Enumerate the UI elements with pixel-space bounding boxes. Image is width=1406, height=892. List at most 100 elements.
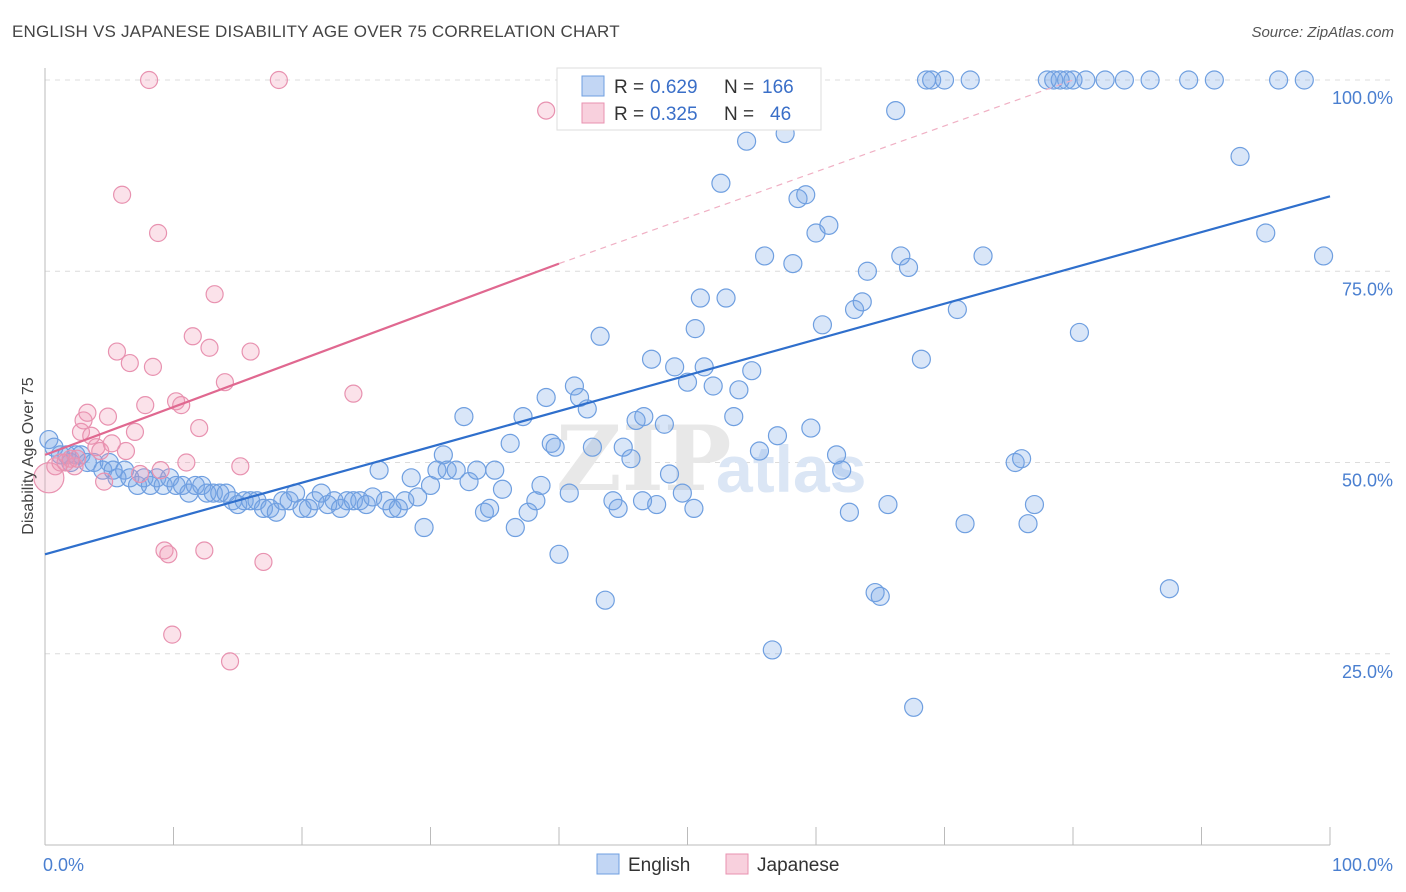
english-point	[852, 292, 872, 312]
english-point	[1011, 449, 1032, 469]
series-legend: English Japanese	[596, 853, 839, 876]
english-point	[1256, 223, 1276, 243]
english-point	[536, 387, 556, 408]
watermark-atlas: atlas	[716, 432, 866, 506]
english-point	[608, 498, 628, 518]
english-point	[433, 445, 453, 465]
x-tick-label: 100.0%	[1332, 855, 1393, 875]
english-point	[518, 502, 538, 522]
english-point	[857, 261, 878, 281]
english-point	[459, 472, 479, 492]
english-point	[767, 426, 788, 446]
english-point	[878, 494, 898, 515]
japanese-point	[143, 357, 163, 376]
english-point	[480, 498, 500, 518]
stats-swatch-japanese	[581, 102, 605, 124]
english-point	[1204, 70, 1224, 90]
english-point	[590, 326, 610, 346]
watermark-zip: ZIP	[556, 406, 731, 512]
english-point	[559, 483, 579, 503]
y-tick-label: 25.0%	[1342, 662, 1393, 682]
english-point	[1024, 494, 1045, 515]
english-point	[762, 640, 782, 660]
english-point	[500, 433, 520, 453]
japanese-trend-line	[44, 262, 560, 456]
japanese-point	[130, 464, 150, 484]
english-point	[898, 257, 919, 278]
english-point	[401, 468, 421, 488]
stats-r-label-japanese: R =	[614, 104, 644, 125]
english-point	[690, 288, 710, 308]
english-point	[911, 349, 931, 369]
english-point	[647, 494, 667, 515]
english-point	[467, 460, 487, 480]
english-point	[1313, 246, 1334, 266]
english-point	[665, 357, 685, 377]
stats-r-label-english: R =	[614, 77, 644, 98]
english-point	[1095, 70, 1115, 90]
y-axis-title: Disability Age Over 75	[20, 377, 37, 535]
japanese-point	[177, 453, 196, 472]
japanese-point	[102, 434, 121, 453]
english-point	[632, 491, 653, 511]
japanese-point	[190, 418, 209, 438]
japanese-point	[120, 353, 139, 373]
stats-r-value-english: 0.629	[650, 77, 698, 98]
english-point	[526, 491, 546, 511]
english-point	[492, 479, 513, 499]
english-point	[947, 299, 967, 320]
english-point	[513, 407, 533, 427]
chart-title: ENGLISH VS JAPANESE DISABILITY AGE OVER …	[12, 22, 620, 41]
english-point	[1018, 514, 1038, 534]
english-point	[356, 494, 376, 515]
english-point	[446, 460, 466, 480]
watermark: ZIP atlas	[556, 406, 866, 512]
english-point	[1140, 70, 1160, 90]
japanese-point	[231, 457, 250, 476]
japanese-points	[33, 70, 556, 671]
stats-legend-box	[556, 67, 822, 131]
english-point	[1114, 70, 1135, 90]
english-point	[1179, 70, 1199, 90]
english-trend-line	[44, 195, 1331, 556]
legend-label-english: English	[628, 855, 690, 876]
y-tick-label: 75.0%	[1342, 279, 1393, 299]
japanese-point	[537, 101, 556, 120]
english-point	[742, 361, 762, 381]
y-tick-label: 100.0%	[1332, 88, 1393, 108]
japanese-point	[163, 625, 182, 644]
japanese-point	[68, 449, 87, 468]
japanese-trend-extension	[558, 79, 1074, 265]
stats-swatch-english	[581, 75, 605, 97]
english-point	[973, 246, 993, 266]
japanese-point	[98, 407, 118, 426]
english-point	[1056, 70, 1077, 90]
english-point	[343, 491, 363, 511]
japanese-point	[195, 541, 214, 560]
english-point	[796, 185, 816, 205]
english-point	[659, 464, 680, 484]
english-point	[363, 487, 383, 507]
english-point	[474, 502, 495, 522]
japanese-point	[269, 70, 288, 90]
stats-n-value-japanese: 46	[770, 104, 791, 125]
english-point	[1294, 70, 1314, 90]
japanese-point	[112, 185, 132, 204]
english-point	[711, 173, 731, 193]
legend-swatch-japanese	[725, 853, 749, 875]
english-point	[1076, 70, 1096, 90]
english-point	[253, 498, 274, 518]
y-tick-label: 50.0%	[1342, 471, 1393, 491]
english-point	[783, 254, 803, 274]
english-point	[305, 491, 325, 511]
stats-n-label-japanese: N =	[724, 104, 754, 125]
english-point	[844, 299, 865, 320]
english-point	[724, 407, 744, 427]
japanese-point	[125, 422, 145, 441]
stats-n-value-english: 166	[762, 77, 794, 98]
english-point	[955, 514, 975, 534]
japanese-point	[205, 285, 224, 304]
english-point	[737, 131, 757, 151]
english-point	[801, 418, 821, 438]
